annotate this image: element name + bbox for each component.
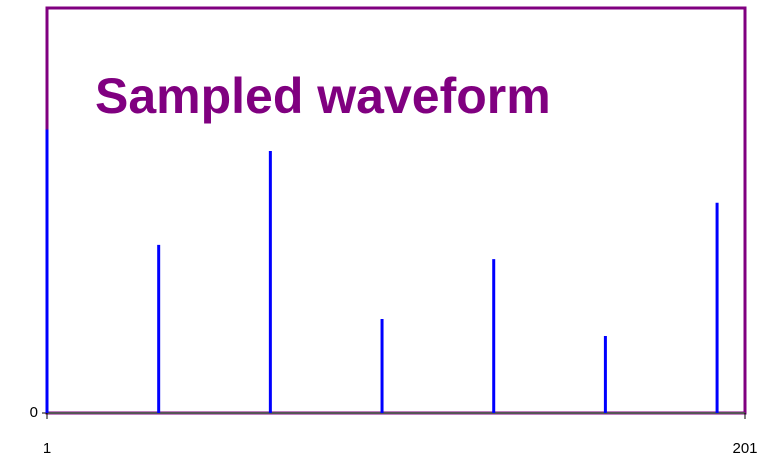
chart-title: Sampled waveform (95, 68, 551, 124)
x-tick-label: 201 (732, 440, 757, 456)
x-tick-label: 1 (43, 440, 51, 456)
y-tick-label: 0 (30, 404, 38, 421)
